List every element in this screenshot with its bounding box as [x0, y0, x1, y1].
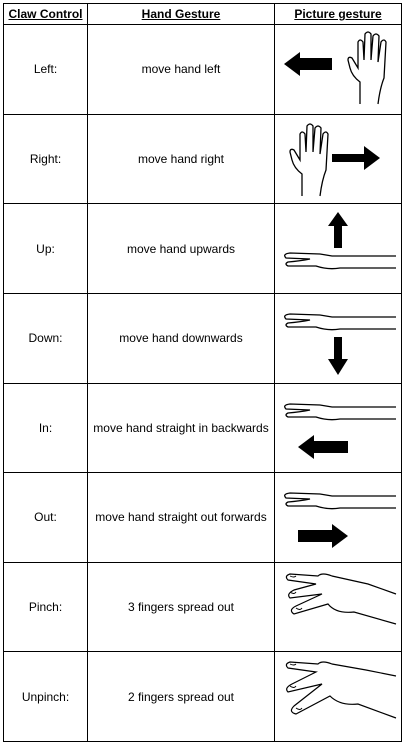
hand-open-arrow-left-icon	[283, 31, 387, 105]
header-claw-control: Claw Control	[3, 2, 88, 26]
picture-cell	[274, 651, 402, 742]
table-row: Out: move hand straight out forwards	[3, 472, 402, 563]
picture-cell	[274, 113, 402, 205]
picture-cell	[274, 203, 402, 294]
table-row: Down: move hand downwards	[3, 292, 402, 384]
hand-flat-arrow-down-icon	[283, 313, 396, 376]
hand-gesture-cell: 3 fingers spread out	[87, 561, 275, 653]
table-row: Right: move hand right	[3, 113, 402, 205]
three-fingers-spread-icon	[285, 573, 396, 625]
picture-cell	[274, 561, 402, 653]
hand-flat-arrow-up-icon	[283, 211, 396, 269]
claw-control-cell: Unpinch:	[3, 651, 88, 742]
claw-control-cell: Up:	[3, 203, 88, 294]
hand-flat-arrow-left-icon	[283, 403, 396, 459]
hand-gesture-cell: move hand straight out forwards	[87, 472, 275, 563]
header-picture-gesture: Picture gesture	[274, 2, 402, 26]
picture-cell	[274, 472, 402, 563]
claw-control-cell: In:	[3, 382, 88, 474]
hand-gesture-cell: move hand right	[87, 113, 275, 205]
table-row: In: move hand straight in backwards	[3, 382, 402, 474]
table-row: Up: move hand upwards	[3, 203, 402, 294]
claw-control-cell: Out:	[3, 472, 88, 563]
header-hand-gesture: Hand Gesture	[87, 2, 275, 26]
claw-control-cell: Pinch:	[3, 561, 88, 653]
hand-gesture-cell: 2 fingers spread out	[87, 651, 275, 742]
picture-cell	[274, 292, 402, 384]
two-fingers-spread-icon	[285, 661, 396, 719]
hand-gesture-cell: move hand downwards	[87, 292, 275, 384]
picture-cell	[274, 382, 402, 474]
hand-gesture-cell: move hand straight in backwards	[87, 382, 275, 474]
table-row: Left: move hand left	[3, 24, 402, 115]
claw-control-cell: Right:	[3, 113, 88, 205]
gesture-table: Claw Control Hand Gesture Picture gestur…	[3, 2, 402, 742]
hand-open-arrow-right-icon	[288, 123, 380, 197]
hand-flat-arrow-right-icon	[283, 492, 396, 549]
picture-cell	[274, 24, 402, 115]
table-row: Unpinch: 2 fingers spread out	[3, 651, 402, 742]
hand-gesture-cell: move hand upwards	[87, 203, 275, 294]
claw-control-cell: Left:	[3, 24, 88, 115]
hand-gesture-cell: move hand left	[87, 24, 275, 115]
header-row: Claw Control Hand Gesture Picture gestur…	[3, 2, 402, 26]
claw-control-cell: Down:	[3, 292, 88, 384]
table-row: Pinch: 3 fingers spread out	[3, 561, 402, 653]
